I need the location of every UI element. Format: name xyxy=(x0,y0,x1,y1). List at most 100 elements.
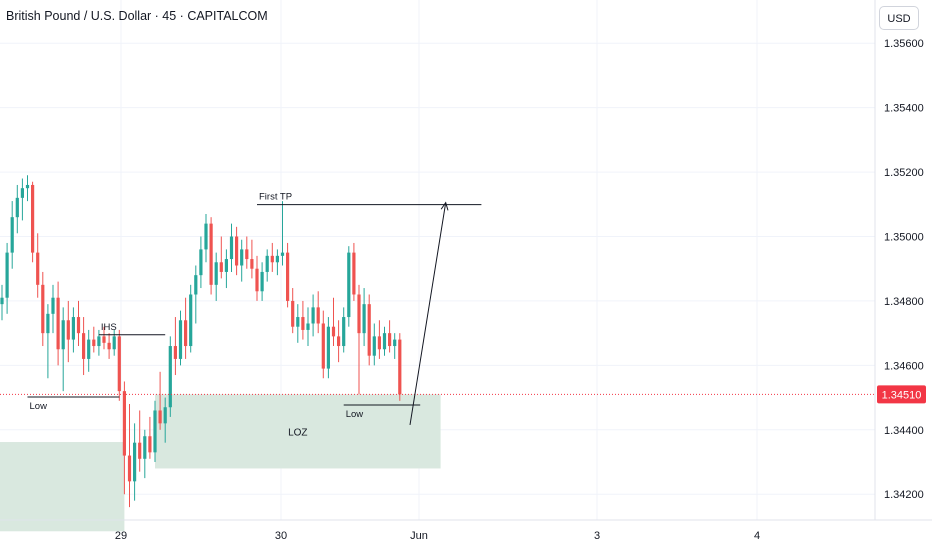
price-tick-label: 1.34600 xyxy=(884,360,924,372)
candle-down xyxy=(41,284,45,334)
grid-lines xyxy=(0,0,875,520)
candle-up xyxy=(311,307,315,324)
candle-up xyxy=(168,346,172,408)
current-price-tag xyxy=(877,385,926,404)
candle-up xyxy=(5,252,9,298)
candle-down xyxy=(337,336,341,347)
candle-up xyxy=(0,297,4,305)
price-tick-label: 1.34800 xyxy=(884,296,924,308)
time-tick-label: 29 xyxy=(115,530,127,542)
candle-up xyxy=(20,188,24,198)
time-axis[interactable]: 29 30 Jun 3 4 xyxy=(115,530,760,542)
candle-up xyxy=(199,249,203,276)
candle-down xyxy=(158,410,162,424)
price-tick-label: 1.34200 xyxy=(884,489,924,501)
zone-rectangle xyxy=(155,394,441,469)
candle-down xyxy=(377,336,381,350)
candle-up xyxy=(143,436,147,459)
price-tick-label: 1.34400 xyxy=(884,425,924,437)
candle-up xyxy=(265,255,269,272)
candle-up xyxy=(71,317,75,340)
candle-down xyxy=(331,326,336,337)
candle-down xyxy=(250,259,254,269)
currency-button[interactable]: USD xyxy=(879,6,919,30)
candle-down xyxy=(291,300,295,327)
candle-down xyxy=(173,346,177,359)
drawing-label: First TP xyxy=(259,192,292,203)
candle-up xyxy=(326,326,330,369)
current-price-marker: 1.34510 xyxy=(877,385,926,404)
candle-down xyxy=(270,255,274,263)
candle-down xyxy=(219,262,223,272)
candle-up xyxy=(153,410,157,453)
candle-up xyxy=(87,339,91,359)
candle-up xyxy=(194,275,198,295)
candle-up xyxy=(178,320,183,359)
zone-rectangle xyxy=(0,442,125,532)
candle-up xyxy=(61,320,65,350)
candle-up xyxy=(189,294,193,347)
price-tick-label: 1.35600 xyxy=(884,38,924,50)
candle-down xyxy=(127,455,132,482)
candle-down xyxy=(245,249,249,260)
time-tick-label: 4 xyxy=(754,530,760,542)
candle-up xyxy=(275,255,279,263)
price-tick-label: 1.35200 xyxy=(884,167,924,179)
arrow-head xyxy=(440,201,449,211)
candle-down xyxy=(122,391,126,456)
candle-up xyxy=(46,313,50,334)
candle-down xyxy=(31,184,35,253)
candle-up xyxy=(229,236,234,260)
candle-down xyxy=(56,297,60,350)
candle-up xyxy=(306,323,310,330)
time-tick-label: Jun xyxy=(410,530,428,542)
candle-up xyxy=(240,249,244,266)
candle-up xyxy=(214,262,218,285)
drawing-label: Low xyxy=(346,409,364,420)
candle-down xyxy=(66,320,70,340)
price-axis[interactable]: 1.35600 1.35400 1.35200 1.35000 1.34800 1.346… xyxy=(884,38,924,501)
candle-down xyxy=(117,336,121,392)
zones: LOZ xyxy=(0,394,441,532)
current-price-value: 1.34510 xyxy=(882,389,922,401)
candle-up xyxy=(112,336,116,350)
candle-up xyxy=(372,336,376,356)
candle-down xyxy=(36,252,40,285)
price-tick-label: 1.35000 xyxy=(884,232,924,244)
time-tick-label: 30 xyxy=(275,530,287,542)
drawing-label: IHS xyxy=(101,322,117,333)
candle-up xyxy=(280,252,285,256)
candle-down xyxy=(367,304,371,356)
candle-down xyxy=(352,252,356,295)
time-tick-label: 3 xyxy=(594,530,600,542)
price-tick-label: 1.35400 xyxy=(884,103,924,115)
candle-up xyxy=(10,217,14,253)
candle-down xyxy=(388,333,392,347)
candle-up xyxy=(362,304,366,334)
candle-up xyxy=(25,184,30,189)
candle-up xyxy=(382,333,387,350)
candle-up xyxy=(224,259,228,272)
drawings[interactable]: Low IHS First TP Low xyxy=(27,192,482,426)
candle-down xyxy=(255,268,259,292)
candle-up xyxy=(97,336,101,347)
candle-down xyxy=(76,317,81,334)
candle-up xyxy=(51,297,55,314)
candle-down xyxy=(82,333,86,359)
candle-down xyxy=(138,442,142,459)
candle-up xyxy=(296,317,300,327)
candle-down xyxy=(398,339,402,395)
candle-down xyxy=(235,236,239,266)
candle-up xyxy=(204,223,208,250)
symbol-title: British Pound / U.S. Dollar · 45 · CAPIT… xyxy=(6,9,268,23)
candle-down xyxy=(102,336,106,343)
candle-down xyxy=(184,320,188,347)
candle-up xyxy=(163,407,167,424)
candle-up xyxy=(133,442,137,482)
candle-down xyxy=(107,342,111,350)
candle-down xyxy=(301,317,305,330)
candle-down xyxy=(286,252,290,301)
candle-down xyxy=(357,294,361,334)
candle-down xyxy=(321,323,325,369)
